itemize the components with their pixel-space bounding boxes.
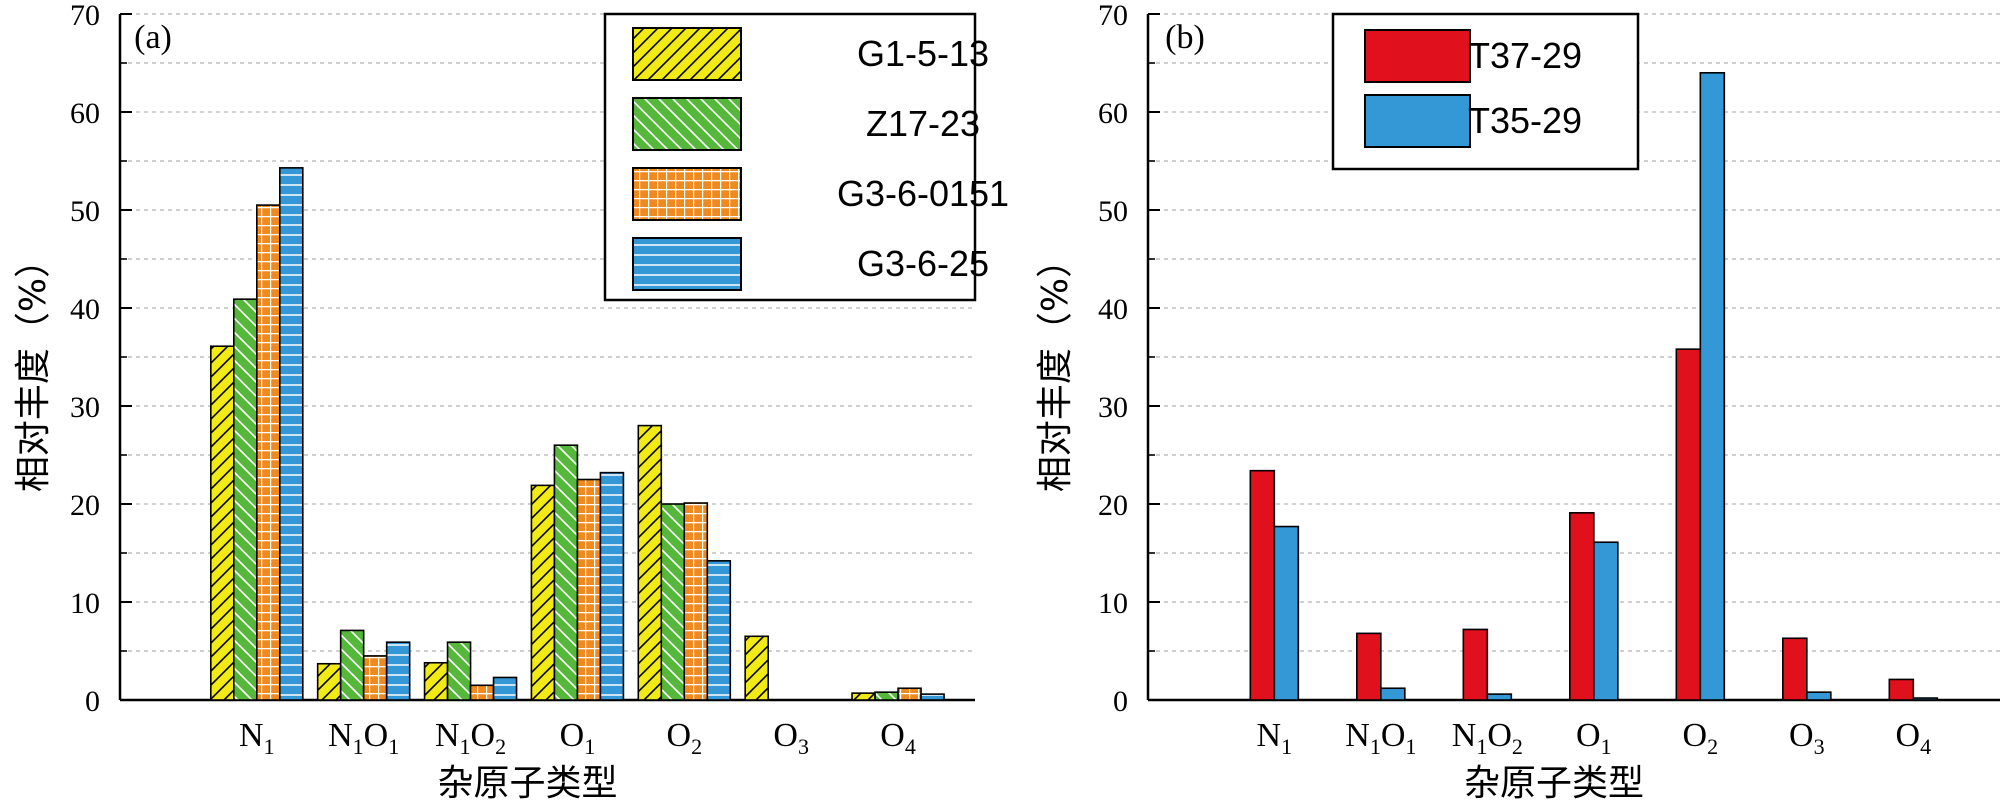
- bar-T35-29-5: [1806, 691, 1832, 701]
- bar-G1-5-13-1: [316, 662, 342, 701]
- bar-G3-6-0151-2: [469, 684, 495, 701]
- y-tick-label: 50: [70, 195, 100, 228]
- bar-Z17-23-1: [339, 629, 365, 701]
- y-tick-label: 50: [1098, 195, 1128, 228]
- y-tick-label: 70: [70, 0, 100, 32]
- x-tick-label: O4: [1896, 717, 1932, 759]
- bar-T35-29-1: [1380, 687, 1406, 701]
- legend-swatch: [632, 27, 742, 81]
- bar-G3-6-25-2: [492, 676, 518, 701]
- bar-T37-29-6: [1888, 678, 1915, 701]
- x-tick-label: O3: [773, 717, 809, 759]
- bar-T35-29-2: [1486, 693, 1513, 701]
- bar-T37-29-0: [1249, 469, 1276, 701]
- legend-label: Z17-23: [866, 103, 980, 144]
- legend-label: T35-29: [1468, 100, 1582, 141]
- bar-Z17-23-6: [874, 691, 899, 701]
- bar-G3-6-0151-3: [576, 478, 602, 701]
- x-tick-label: N1O1: [1345, 717, 1416, 759]
- y-tick-label: 20: [70, 489, 100, 522]
- y-tick-label: 60: [1098, 97, 1128, 130]
- bar-T35-29-6: [1912, 697, 1939, 701]
- legend-label: T37-29: [1468, 35, 1582, 76]
- bar-T37-29-3: [1569, 512, 1595, 701]
- chart-panel-a: 0 10 20 30 40 50 60 70 N1 N1O1 N1O2 O1 O2 O3 O4 杂原子类型 相对…: [13, 0, 1009, 804]
- legend: G1-5-13 Z17-23 G3-6-0151 G3-6-25: [603, 12, 1009, 302]
- bar-T37-29-4: [1675, 348, 1702, 701]
- x-axis-title: 杂原子类型: [1464, 763, 1644, 804]
- y-tick-label: 30: [70, 391, 100, 424]
- chart-panel-b: 0 10 20 30 40 50 60 70 N1 N1O1 N1O2 O1 O2 O3 O4 杂原子类型 相对…: [1035, 0, 2000, 804]
- bar-G1-5-13-2: [423, 661, 449, 701]
- bar-Z17-23-3: [553, 444, 579, 701]
- x-tick-label: N1: [1257, 717, 1293, 759]
- bar-T35-29-4: [1699, 72, 1726, 701]
- legend: T37-29 T35-29: [1331, 12, 1640, 171]
- y-tick-label: 60: [70, 97, 100, 130]
- legend-swatch: [1364, 94, 1471, 148]
- y-tick-label: 40: [1098, 293, 1128, 326]
- bar-G3-6-25-4: [706, 560, 732, 701]
- x-tick-label: O2: [667, 717, 703, 759]
- bar-Z17-23-0: [233, 298, 258, 701]
- bar-G3-6-0151-6: [897, 687, 922, 701]
- y-tick-label: 10: [1098, 587, 1128, 620]
- legend-swatch: [1364, 29, 1471, 83]
- bar-G1-5-13-0: [210, 345, 235, 701]
- bar-Z17-23-2: [446, 641, 472, 701]
- y-tick-label: 70: [1098, 0, 1128, 32]
- bar-G3-6-25-1: [385, 641, 411, 701]
- bar-G3-6-25-3: [599, 471, 625, 701]
- bar-G1-5-13-6: [851, 692, 876, 701]
- bar-T35-29-3: [1593, 541, 1619, 701]
- bar-G3-6-25-6: [920, 693, 945, 701]
- legend-swatch: [632, 97, 742, 151]
- x-tick-label: O4: [880, 717, 916, 759]
- bar-G3-6-0151-4: [683, 502, 709, 701]
- panel-label: (b): [1165, 19, 1205, 56]
- legend-swatch: [632, 237, 742, 291]
- bar-T37-29-2: [1462, 628, 1489, 701]
- legend-label: G3-6-0151: [837, 173, 1009, 214]
- bar-G1-5-13-4: [637, 424, 663, 701]
- x-tick-label: O1: [560, 717, 596, 759]
- x-axis-title: 杂原子类型: [437, 763, 617, 804]
- bar-G3-6-25-0: [278, 167, 304, 701]
- x-tick-label: O1: [1576, 717, 1612, 759]
- y-tick-label: 0: [1113, 685, 1128, 718]
- bar-G3-6-0151-1: [362, 655, 388, 701]
- x-tick-label: O2: [1683, 717, 1719, 759]
- y-tick-label: 20: [1098, 489, 1128, 522]
- bar-G1-5-13-5: [744, 635, 769, 701]
- bar-T35-29-0: [1273, 525, 1300, 701]
- y-tick-label: 40: [70, 293, 100, 326]
- legend-label: G1-5-13: [857, 33, 989, 74]
- y-axis-title: 相对丰度（%）: [1035, 242, 1076, 492]
- legend-label: G3-6-25: [857, 243, 989, 284]
- bar-T37-29-5: [1782, 637, 1808, 701]
- y-axis-title: 相对丰度（%）: [13, 242, 54, 492]
- x-tick-label: O3: [1789, 717, 1825, 759]
- bar-G1-5-13-3: [530, 484, 556, 701]
- bar-T37-29-1: [1356, 632, 1382, 701]
- panel-label: (a): [134, 19, 172, 56]
- y-tick-label: 0: [85, 685, 100, 718]
- x-tick-label: N1O2: [1452, 717, 1523, 759]
- bar-Z17-23-4: [660, 503, 686, 701]
- x-tick-label: N1O1: [328, 717, 399, 759]
- legend-swatch: [632, 167, 742, 221]
- x-tick-label: N1O2: [435, 717, 506, 759]
- y-tick-label: 10: [70, 587, 100, 620]
- y-tick-label: 30: [1098, 391, 1128, 424]
- bar-G3-6-0151-0: [255, 204, 281, 701]
- x-tick-label: N1: [239, 717, 275, 759]
